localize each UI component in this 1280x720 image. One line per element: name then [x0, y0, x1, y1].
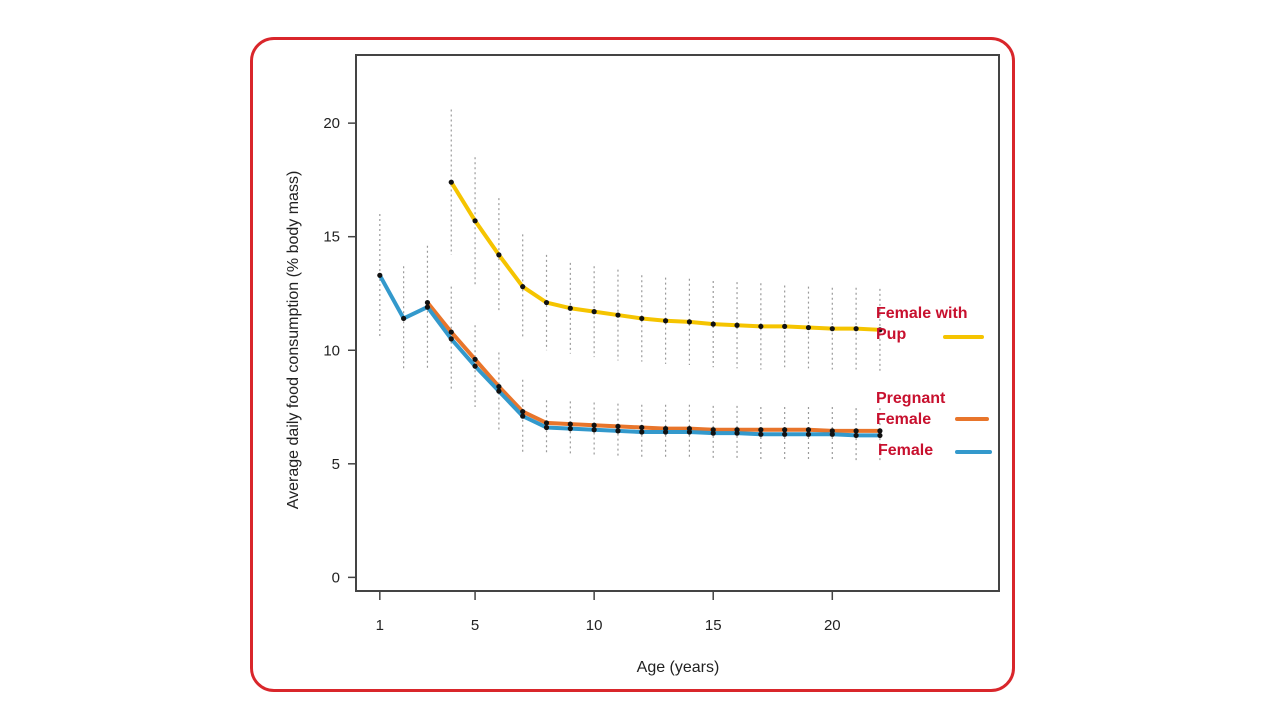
series-points — [377, 179, 883, 439]
data-point — [615, 423, 621, 429]
data-point — [805, 431, 812, 437]
y-axis: 0 5 10 15 20 — [323, 115, 356, 586]
series-lines — [377, 180, 882, 438]
data-point — [496, 388, 502, 394]
legend-label: Female — [878, 442, 933, 459]
data-point — [615, 312, 621, 318]
x-tick-label: 10 — [586, 617, 603, 634]
data-point — [448, 336, 454, 342]
data-point — [639, 315, 645, 322]
data-point — [805, 324, 812, 331]
data-point — [567, 426, 573, 432]
legend-label: Pregnant — [876, 390, 946, 407]
data-point — [377, 272, 383, 278]
y-axis-title: Average daily food consumption (% body m… — [285, 171, 302, 510]
legend-label: Female — [876, 411, 931, 428]
data-point — [424, 299, 431, 306]
data-point — [853, 432, 859, 439]
x-axis: 1 5 10 15 20 — [376, 591, 841, 634]
y-tick-label: 15 — [323, 229, 340, 246]
data-point — [853, 326, 859, 332]
data-point — [424, 304, 431, 310]
legend-label: Pup — [876, 326, 906, 343]
data-point — [567, 421, 573, 427]
data-point — [543, 424, 550, 431]
x-tick-label: 20 — [824, 617, 841, 634]
data-point — [805, 427, 812, 433]
data-point — [543, 299, 550, 306]
plot-area — [355, 54, 1000, 592]
data-point — [401, 315, 407, 322]
data-point — [782, 431, 788, 437]
data-point — [662, 429, 669, 435]
data-point — [591, 422, 597, 428]
data-point — [710, 430, 716, 436]
data-point — [591, 309, 597, 315]
data-point — [758, 427, 764, 433]
data-point — [877, 432, 883, 439]
data-point — [472, 218, 478, 224]
data-point — [686, 429, 693, 435]
data-point — [877, 428, 883, 434]
data-point — [662, 318, 669, 324]
data-point — [639, 424, 645, 431]
y-tick-label: 20 — [323, 115, 340, 132]
data-point — [472, 363, 478, 369]
data-point — [758, 431, 764, 437]
legend-label: Female with — [876, 305, 968, 322]
data-point — [782, 323, 788, 330]
data-point — [686, 319, 693, 325]
data-point — [853, 428, 859, 434]
y-tick-label: 10 — [323, 342, 340, 359]
data-point — [615, 428, 621, 434]
data-point — [520, 408, 526, 415]
data-point — [472, 356, 478, 362]
error-bars — [379, 109, 881, 463]
y-tick-label: 0 — [332, 569, 340, 586]
data-point — [567, 305, 573, 311]
x-tick-label: 15 — [705, 617, 722, 634]
data-point — [877, 327, 883, 333]
x-tick-label: 1 — [376, 617, 384, 634]
data-point — [829, 431, 835, 437]
chart-frame — [250, 37, 1015, 692]
data-point — [591, 427, 597, 433]
data-point — [782, 427, 788, 433]
data-point — [448, 179, 454, 185]
legend: Female with Pup Pregnant Female Female — [876, 305, 992, 459]
data-point — [734, 430, 740, 436]
x-tick-label: 5 — [471, 617, 479, 634]
data-point — [543, 420, 550, 426]
y-tick-label: 5 — [332, 456, 340, 473]
data-point — [496, 252, 502, 258]
x-axis-title: Age (years) — [637, 659, 720, 676]
series-line — [425, 300, 882, 433]
data-point — [829, 326, 835, 332]
data-point — [520, 284, 526, 290]
data-point — [710, 321, 716, 327]
series-line — [377, 273, 882, 438]
data-point — [758, 323, 764, 330]
data-point — [520, 413, 526, 419]
data-point — [496, 383, 502, 390]
data-point — [448, 329, 454, 335]
data-point — [734, 322, 740, 328]
data-point — [639, 429, 645, 435]
